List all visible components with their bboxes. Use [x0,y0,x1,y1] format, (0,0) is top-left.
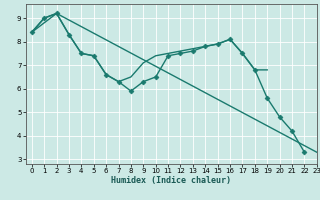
X-axis label: Humidex (Indice chaleur): Humidex (Indice chaleur) [111,176,231,185]
